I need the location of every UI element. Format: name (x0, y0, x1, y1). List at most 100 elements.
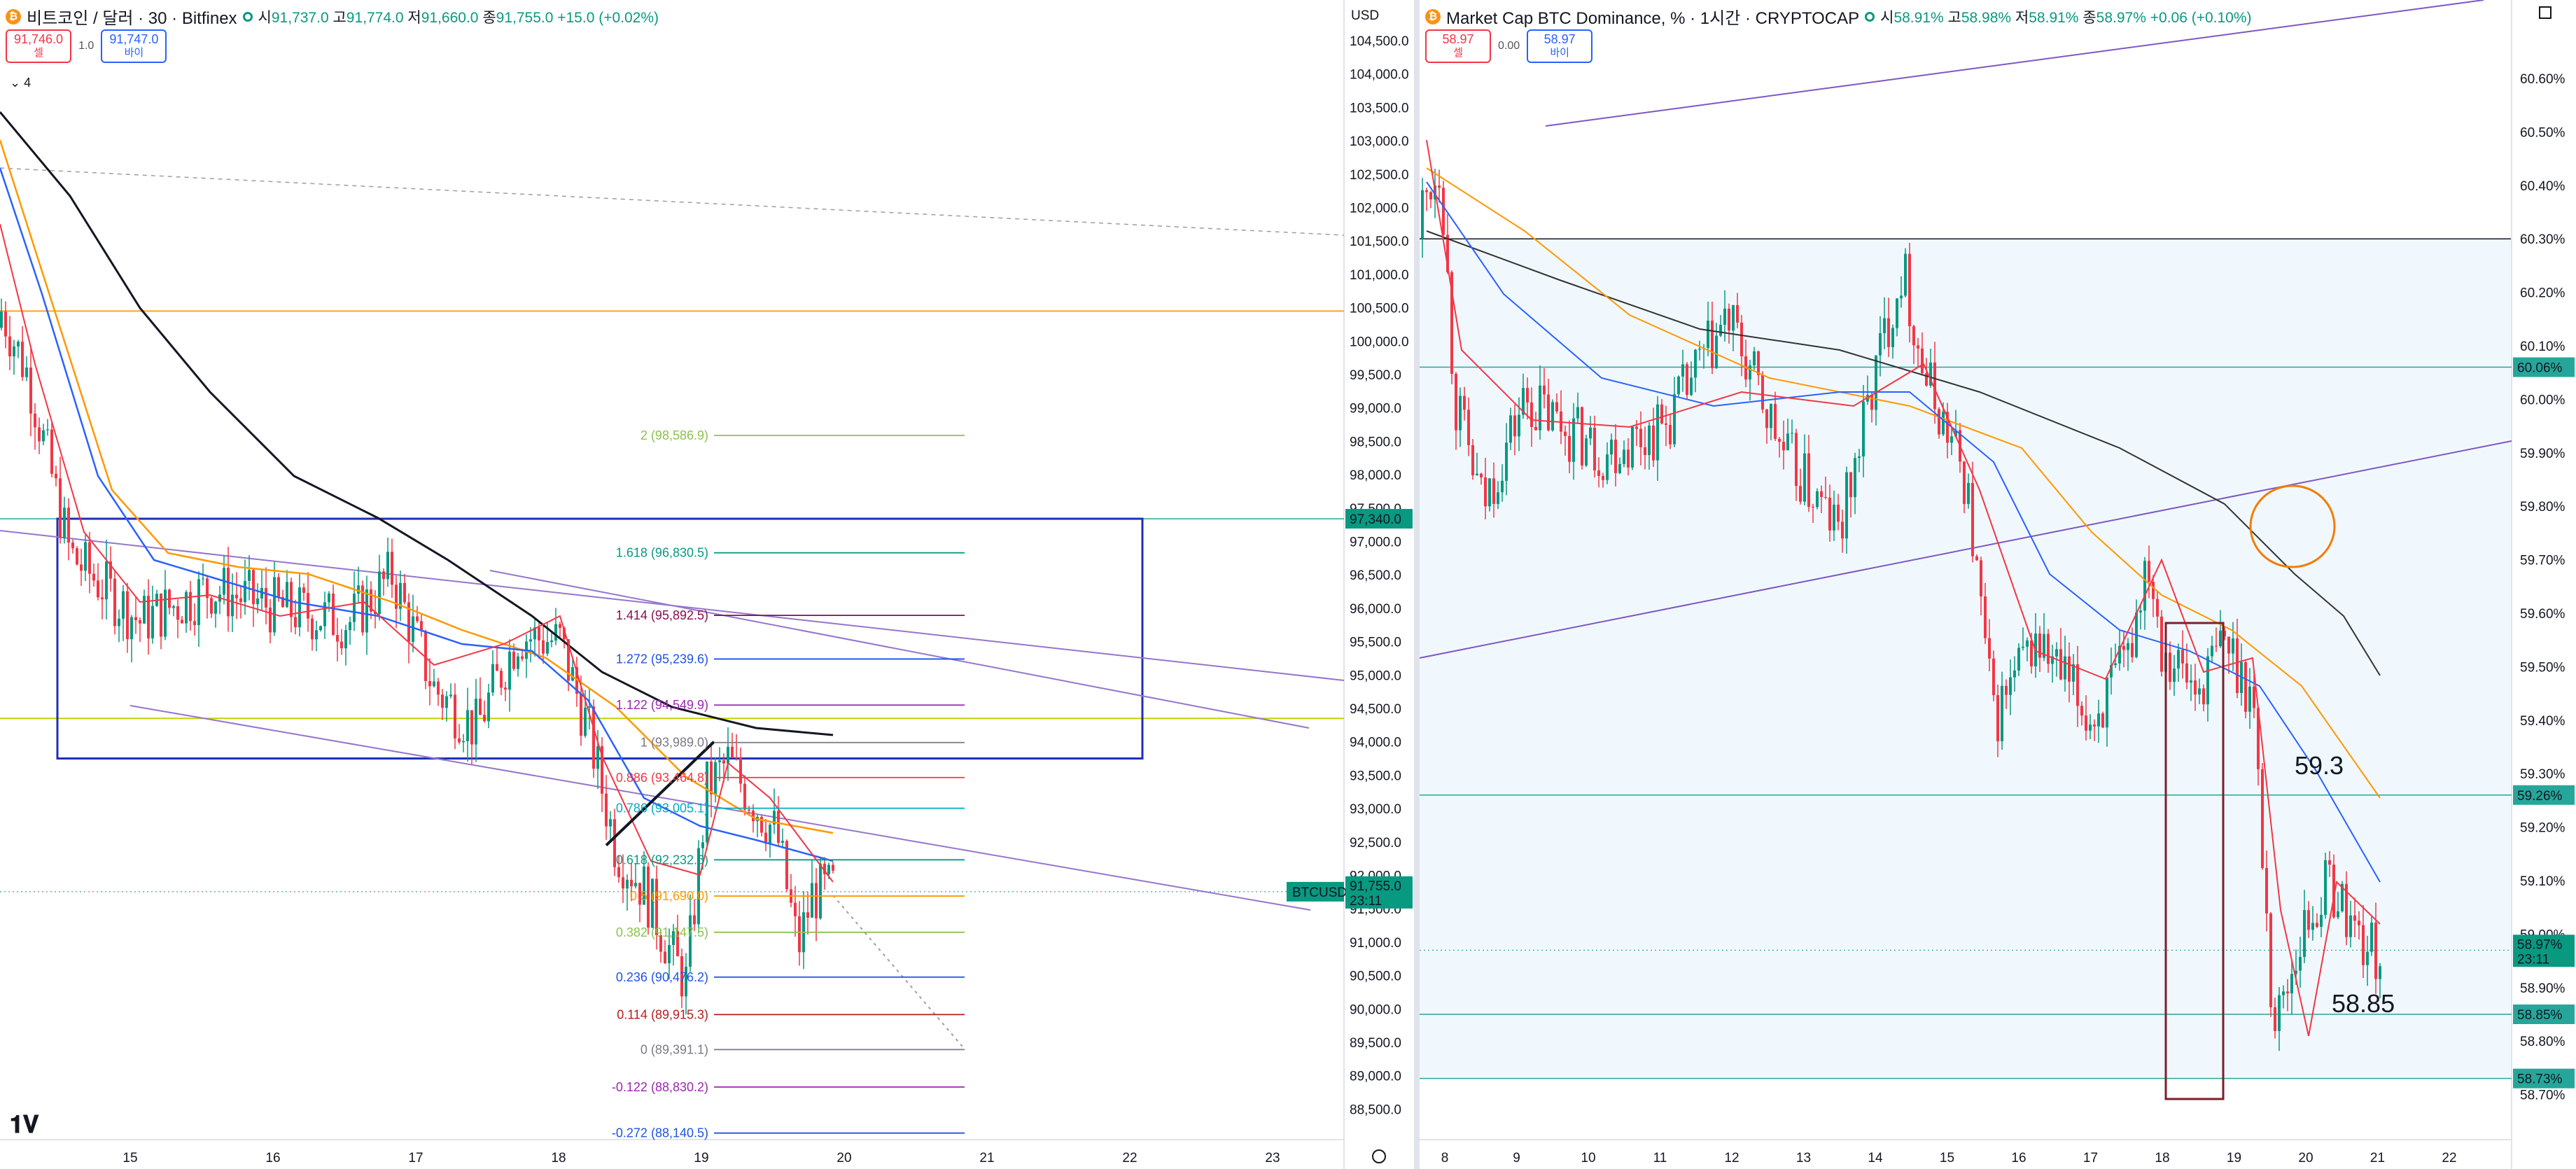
candle-body (2311, 923, 2314, 930)
candle-body (298, 587, 301, 628)
price-tick: 60.00% (2520, 393, 2566, 407)
candle-body (773, 811, 776, 825)
btc-ohlc: 시91,737.0 고91,774.0 저91,660.0 종91,755.0 … (258, 9, 659, 26)
candle-body (2341, 883, 2344, 911)
candle-body (332, 593, 335, 636)
btc-legend: ₿ 비트코인 / 달러 · 30 · Bitfinex 시91,737.0 고9… (6, 4, 659, 29)
annotation-text: 59.3 (2295, 751, 2344, 780)
candle-body (563, 628, 566, 640)
candle-body (1879, 332, 1882, 356)
price-tick: 103,500.0 (1350, 101, 1409, 115)
price-tick: 90,000.0 (1350, 1002, 1401, 1017)
sell-button[interactable]: 91,746.0 셀 (6, 29, 72, 63)
time-tick: 16 (265, 1151, 280, 1166)
candle-body (2290, 974, 2293, 994)
time-tick: 18 (2155, 1151, 2169, 1166)
swing-line (605, 741, 715, 847)
candle-body (38, 427, 41, 442)
candle-body (466, 710, 469, 741)
candle-body (706, 761, 708, 843)
indicators-toggle[interactable]: ⌄ 4 (10, 76, 31, 90)
buy-button[interactable]: 91,747.0 바이 (101, 29, 167, 63)
pane-divider[interactable] (1414, 0, 1420, 1169)
candle-body (1967, 483, 1970, 504)
candle-body (529, 639, 532, 642)
candle-body (659, 934, 662, 952)
candle-body (1933, 362, 1936, 410)
candle-body (554, 624, 557, 640)
price-badge-text: 91,755.0 (1350, 879, 1401, 894)
candle-body (1589, 427, 1592, 439)
candle-body (1480, 473, 1483, 478)
level-badge (2513, 1004, 2575, 1024)
candle-body (739, 757, 742, 784)
candle-body (580, 694, 582, 736)
candle-body (235, 594, 238, 598)
price-tick: 96,500.0 (1350, 568, 1401, 583)
candle-body (2080, 706, 2083, 716)
candle-body (353, 594, 356, 622)
price-tick: 95,500.0 (1350, 636, 1401, 650)
candle-body (2022, 646, 2024, 648)
lower-trend-line (1420, 440, 2512, 659)
candle-body (319, 626, 322, 631)
candle-body (462, 741, 465, 743)
candle-body (1429, 192, 1432, 200)
sell-button[interactable]: 58.97 셀 (1425, 29, 1491, 63)
fib-level-label: 1.122 (94,549.9) (616, 698, 708, 712)
candle-body (2316, 923, 2318, 927)
candle-body (437, 681, 440, 695)
candle-body (2085, 715, 2087, 731)
candle-body (1644, 447, 1646, 456)
price-tick: 89,500.0 (1350, 1036, 1401, 1051)
candle-body (1900, 295, 1903, 299)
candle-body (508, 651, 511, 690)
candle-body (1543, 385, 1546, 395)
price-badge (2513, 934, 2575, 967)
price-tick: 95,000.0 (1350, 668, 1401, 683)
candle-body (172, 606, 175, 608)
buy-button[interactable]: 58.97 바이 (1527, 29, 1593, 63)
candle-body (92, 573, 95, 581)
candle-body (2269, 913, 2272, 1007)
candle-body (517, 656, 519, 669)
candle-body (336, 635, 339, 642)
dominance-chart-canvas[interactable]: 60.60% 60.50% 60.40% 60.30% 60.20% 60.10% 60.0… (1420, 0, 2576, 1169)
candle-body (2173, 668, 2176, 682)
candle-body (1904, 253, 1907, 296)
candle-body (2353, 915, 2356, 921)
dominance-symbol-title[interactable]: Market Cap BTC Dominance, % · 1시간 · CRYP… (1446, 9, 1860, 28)
candle-body (571, 667, 574, 681)
candle-body (1610, 440, 1613, 455)
shaded-zone (1420, 239, 2512, 1079)
candle-body (1929, 362, 1932, 386)
candle-body (382, 571, 385, 580)
candle-body (181, 620, 183, 624)
candle-body (1824, 497, 1827, 498)
candle-body (470, 710, 473, 745)
candle-body (823, 863, 826, 874)
candle-body (664, 951, 666, 964)
price-tick: 100,000.0 (1350, 335, 1409, 349)
candle-body (601, 746, 603, 794)
candle-body (491, 664, 494, 693)
price-tick: 97,000.0 (1350, 536, 1401, 550)
candle-body (151, 606, 154, 638)
dominance-chart-pane[interactable]: 60.60% 60.50% 60.40% 60.30% 60.20% 60.10% 60.0… (1420, 0, 2576, 1169)
candle-body (1875, 355, 1877, 410)
candle-body (407, 602, 410, 642)
price-tick: 90,500.0 (1350, 969, 1401, 984)
btc-chart-canvas[interactable]: USD 104,500.0 104,000.0 103,500.0 103,000.0 1… (0, 0, 1414, 1169)
price-tick: 96,000.0 (1350, 602, 1401, 617)
tradingview-logo[interactable]: 𝟏𝐕 (10, 1112, 39, 1138)
candle-body (34, 413, 36, 428)
price-tick: 93,500.0 (1350, 769, 1401, 783)
fib-level-label: 0 (89,391.1) (640, 1042, 708, 1056)
btc-symbol-title[interactable]: 비트코인 / 달러 · 30 · Bitfinex (27, 9, 237, 28)
candle-body (2106, 677, 2108, 728)
candle-body (1677, 376, 1680, 395)
price-tick: 59.80% (2520, 500, 2566, 514)
btc-chart-pane[interactable]: USD 104,500.0 104,000.0 103,500.0 103,000.0 1… (0, 0, 1414, 1169)
candle-body (1509, 415, 1512, 443)
time-tick: 9 (1513, 1151, 1520, 1166)
